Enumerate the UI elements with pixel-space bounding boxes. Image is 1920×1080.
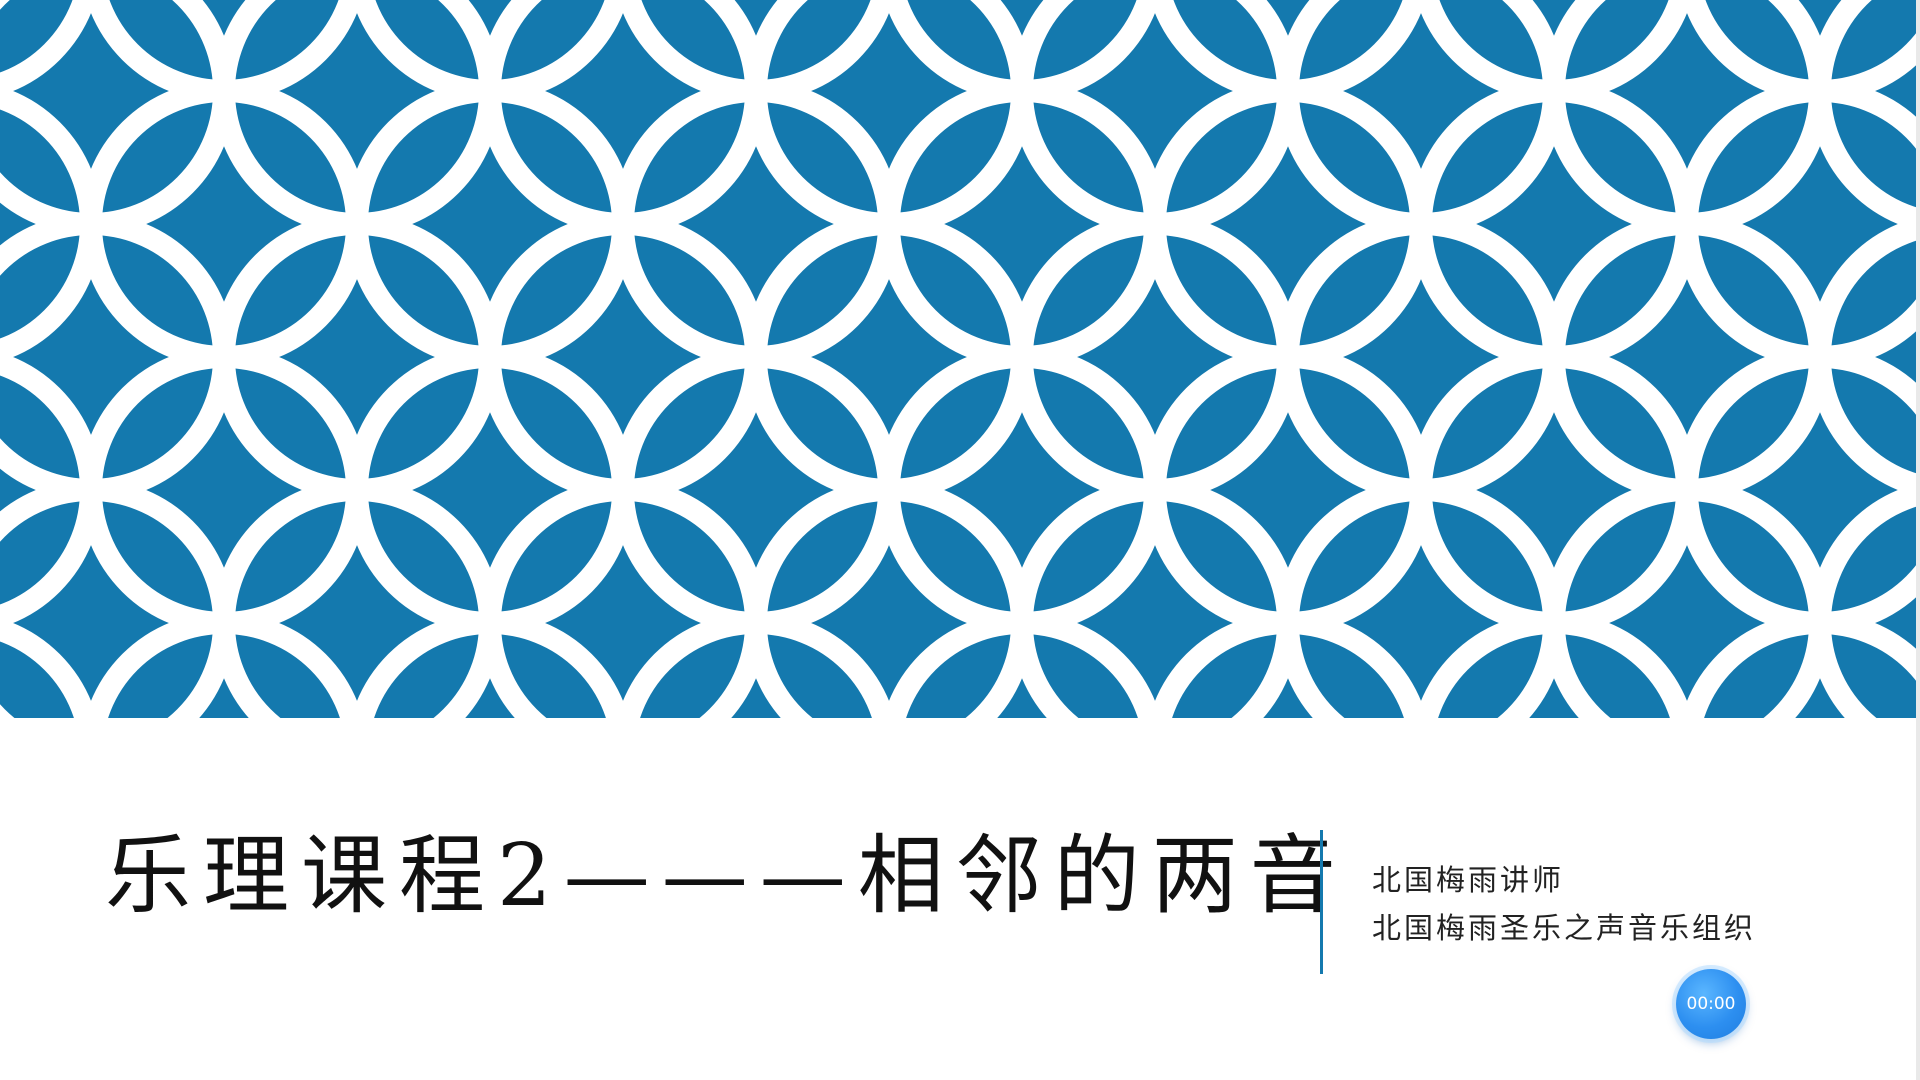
slide-subtitle: 北国梅雨讲师 北国梅雨圣乐之声音乐组织 bbox=[1372, 856, 1756, 952]
title-area: 乐理课程2———相邻的两音 北国梅雨讲师 北国梅雨圣乐之声音乐组织 bbox=[0, 718, 1920, 1080]
timer-label: 00:00 bbox=[1686, 994, 1736, 1014]
interlocking-circles-pattern bbox=[0, 0, 1920, 718]
subtitle-organization: 北国梅雨圣乐之声音乐组织 bbox=[1372, 911, 1757, 945]
subtitle-presenter: 北国梅雨讲师 bbox=[1372, 863, 1565, 897]
circle-pattern-banner bbox=[0, 0, 1920, 718]
right-edge-border bbox=[1916, 0, 1920, 1080]
vertical-divider bbox=[1320, 830, 1323, 974]
recording-timer-button[interactable]: 00:00 bbox=[1676, 969, 1746, 1039]
slide-title: 乐理课程2———相邻的两音 bbox=[105, 826, 1348, 926]
